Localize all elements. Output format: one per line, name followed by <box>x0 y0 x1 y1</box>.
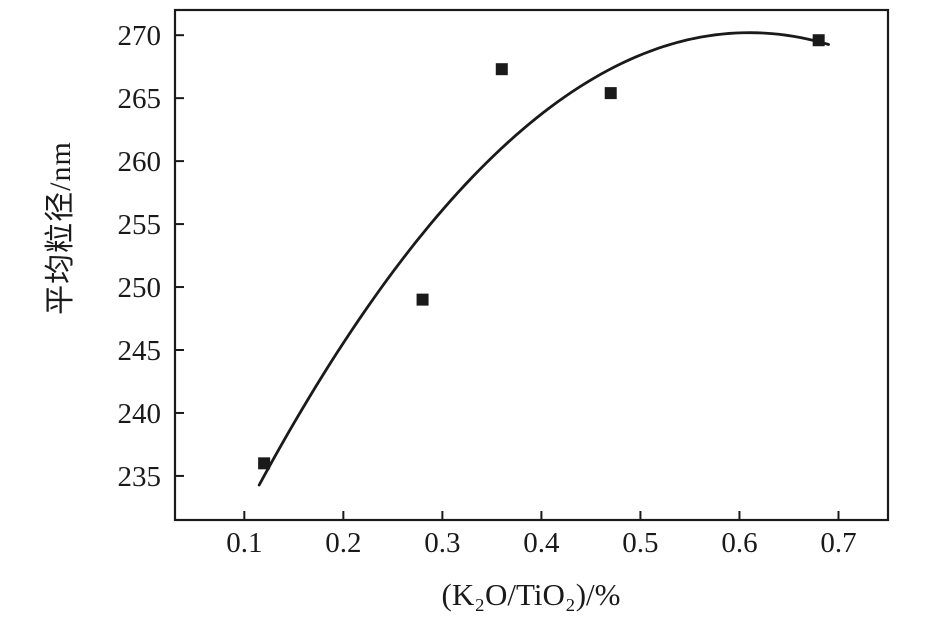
y-tick-label: 265 <box>118 83 162 115</box>
data-point-marker <box>495 63 508 76</box>
x-tick-label: 0.4 <box>523 527 560 559</box>
data-point-marker <box>812 34 825 47</box>
x-tick-label: 0.1 <box>226 527 262 559</box>
y-tick-label: 255 <box>118 209 162 241</box>
y-tick-label: 260 <box>118 146 162 178</box>
y-tick-label: 235 <box>118 461 162 493</box>
data-point-marker <box>258 457 271 470</box>
y-tick-label: 245 <box>118 335 162 367</box>
y-axis-label: 平均粒径/nm <box>44 141 77 315</box>
x-tick-label: 0.6 <box>721 527 757 559</box>
y-tick-label: 250 <box>118 272 162 304</box>
y-tick-label: 270 <box>118 20 162 52</box>
x-tick-label: 0.5 <box>622 527 658 559</box>
x-tick-label: 0.7 <box>820 527 856 559</box>
fit-curve <box>257 31 830 487</box>
y-tick-label: 240 <box>118 398 162 430</box>
plot-frame <box>173 8 890 522</box>
data-point-marker <box>604 87 617 100</box>
x-axis-label: (K₂O/TiO₂)/% <box>441 577 621 612</box>
x-tick-label: 0.2 <box>325 527 361 559</box>
x-tick-label: 0.3 <box>424 527 460 559</box>
data-point-marker <box>416 293 429 306</box>
